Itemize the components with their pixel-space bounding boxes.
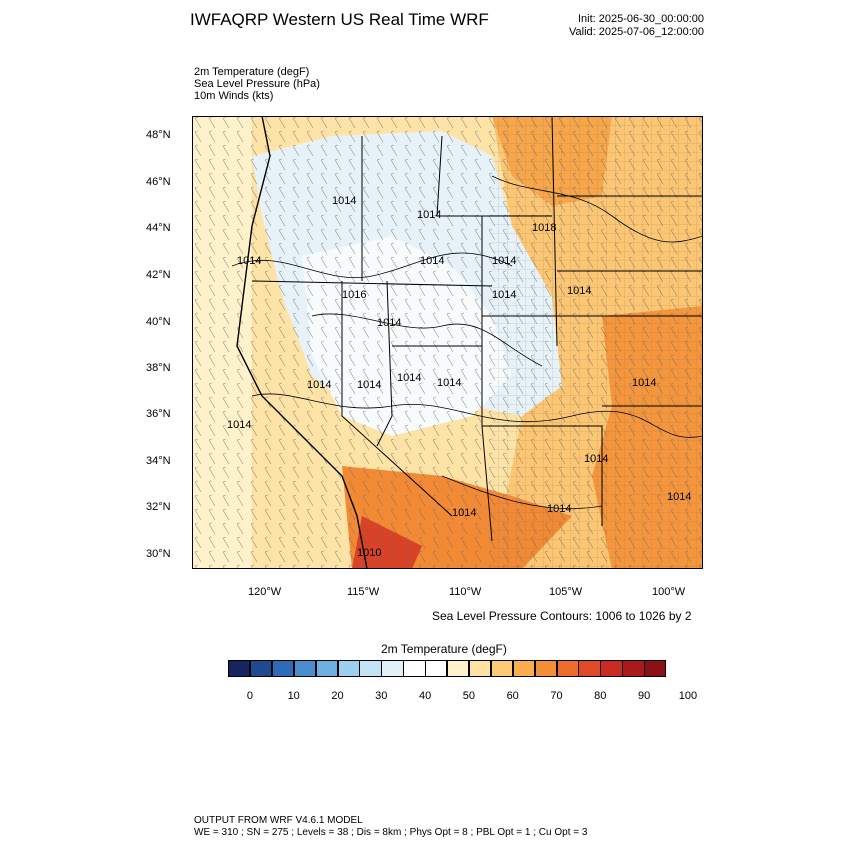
colorbar-swatch <box>556 660 579 677</box>
isobar-label: 1014 <box>332 195 356 207</box>
colorbar-tick-label: 40 <box>418 690 432 702</box>
isobar-label: 1014 <box>492 289 516 301</box>
colorbar-swatch <box>622 660 645 677</box>
colorbar-swatch <box>512 660 536 677</box>
isobar-label: 1018 <box>532 222 556 234</box>
colorbar-swatch <box>293 660 317 677</box>
weather-map: 1014 1014 1018 1014 1014 1014 1016 1014 … <box>192 116 703 569</box>
colorbar-swatch <box>381 660 404 677</box>
valid-time: Valid: 2025-07-06_12:00:00 <box>569 26 704 38</box>
lat-label: 36°N <box>146 408 171 420</box>
lon-label: 100°W <box>652 586 686 598</box>
colorbar-swatch <box>359 660 382 677</box>
colorbar-tick-label: 10 <box>287 690 300 702</box>
colorbar-tick-label: 20 <box>331 690 344 702</box>
contour-note: Sea Level Pressure Contours: 1006 to 102… <box>432 609 692 623</box>
isobar-contours <box>231 175 703 509</box>
colorbar-tick-label: 90 <box>637 690 651 702</box>
colorbar-swatch <box>490 660 514 677</box>
colorbar-swatch <box>337 660 360 677</box>
isobar-label: 1010 <box>357 547 381 559</box>
isobar-label: 1014 <box>632 377 656 389</box>
variable-temperature: 2m Temperature (degF) <box>194 66 310 78</box>
lat-label: 34°N <box>146 455 171 467</box>
lat-label: 40°N <box>146 316 171 328</box>
isobar-label: 1014 <box>420 255 444 267</box>
lat-label: 42°N <box>146 269 171 281</box>
isobar-label: 1016 <box>342 289 366 301</box>
colorbar-swatch <box>578 660 601 677</box>
lat-label: 44°N <box>146 222 171 234</box>
isobar-label: 1014 <box>417 209 441 221</box>
lon-label: 120°W <box>248 586 282 598</box>
isobar-label: 1014 <box>307 379 331 391</box>
colorbar-tick-label: 60 <box>506 690 519 702</box>
isobar-label: 1014 <box>437 377 461 389</box>
variable-pressure: Sea Level Pressure (hPa) <box>194 78 320 90</box>
colorbar-swatch <box>228 660 251 677</box>
county-grid <box>492 116 703 569</box>
colorbar-tick-label: 50 <box>462 690 476 702</box>
colorbar-swatch <box>534 660 557 677</box>
lat-label: 32°N <box>146 501 171 513</box>
colorbar-tick-label: 30 <box>375 690 388 702</box>
colorbar-swatch <box>249 660 273 677</box>
colorbar-swatch <box>644 660 667 677</box>
colorbar-swatch <box>403 660 426 677</box>
isobar-label: 1014 <box>584 453 608 465</box>
isobar-label: 1014 <box>492 255 516 267</box>
isobar-label: 1014 <box>547 503 571 515</box>
variable-winds: 10m Winds (kts) <box>194 90 274 102</box>
isobar-label: 1014 <box>452 507 476 519</box>
colorbar-tick-label: 80 <box>594 690 607 702</box>
colorbar-swatch <box>600 660 623 677</box>
colorbar-tick-label: 70 <box>550 690 563 702</box>
model-version: OUTPUT FROM WRF V4.6.1 MODEL <box>194 815 363 826</box>
variable-list: 2m Temperature (degF) Sea Level Pressure… <box>194 66 320 102</box>
map-frame <box>192 116 703 569</box>
isobar-label: 1014 <box>397 372 421 384</box>
model-footer: OUTPUT FROM WRF V4.6.1 MODEL WE = 310 ; … <box>194 815 587 839</box>
isobar-label: 1014 <box>227 419 251 431</box>
map-title: IWFAQRP Western US Real Time WRF <box>190 10 489 29</box>
lat-label: 48°N <box>146 129 171 141</box>
colorbar-title: 2m Temperature (degF) <box>381 642 507 656</box>
isobar-label: 1014 <box>237 255 261 267</box>
lat-label: 46°N <box>146 176 171 188</box>
colorbar-swatch <box>447 660 470 677</box>
isobar-label: 1014 <box>357 379 381 391</box>
isobar-label: 1014 <box>667 491 691 503</box>
colorbar-swatch <box>468 660 492 677</box>
isobar-label: 1014 <box>377 317 401 329</box>
isobar-label: 1014 <box>567 285 591 297</box>
coastline <box>236 116 368 569</box>
colorbar-swatch <box>315 660 338 677</box>
init-valid-times: Init: 2025-06-30_00:00:00 Valid: 2025-07… <box>569 13 704 39</box>
state-borders <box>251 116 703 542</box>
colorbar-swatch <box>271 660 295 677</box>
model-config: WE = 310 ; SN = 275 ; Levels = 38 ; Dis … <box>194 827 588 838</box>
colorbar-swatch <box>425 660 448 677</box>
lon-label: 105°W <box>549 586 583 598</box>
init-time: Init: 2025-06-30_00:00:00 <box>578 13 704 25</box>
lon-label: 115°W <box>347 586 380 598</box>
lon-label: 110°W <box>449 586 482 598</box>
lat-label: 38°N <box>146 362 171 374</box>
lat-label: 30°N <box>146 548 171 560</box>
colorbar-tick-label: 100 <box>678 690 698 702</box>
colorbar-tick-label: 0 <box>246 690 253 702</box>
